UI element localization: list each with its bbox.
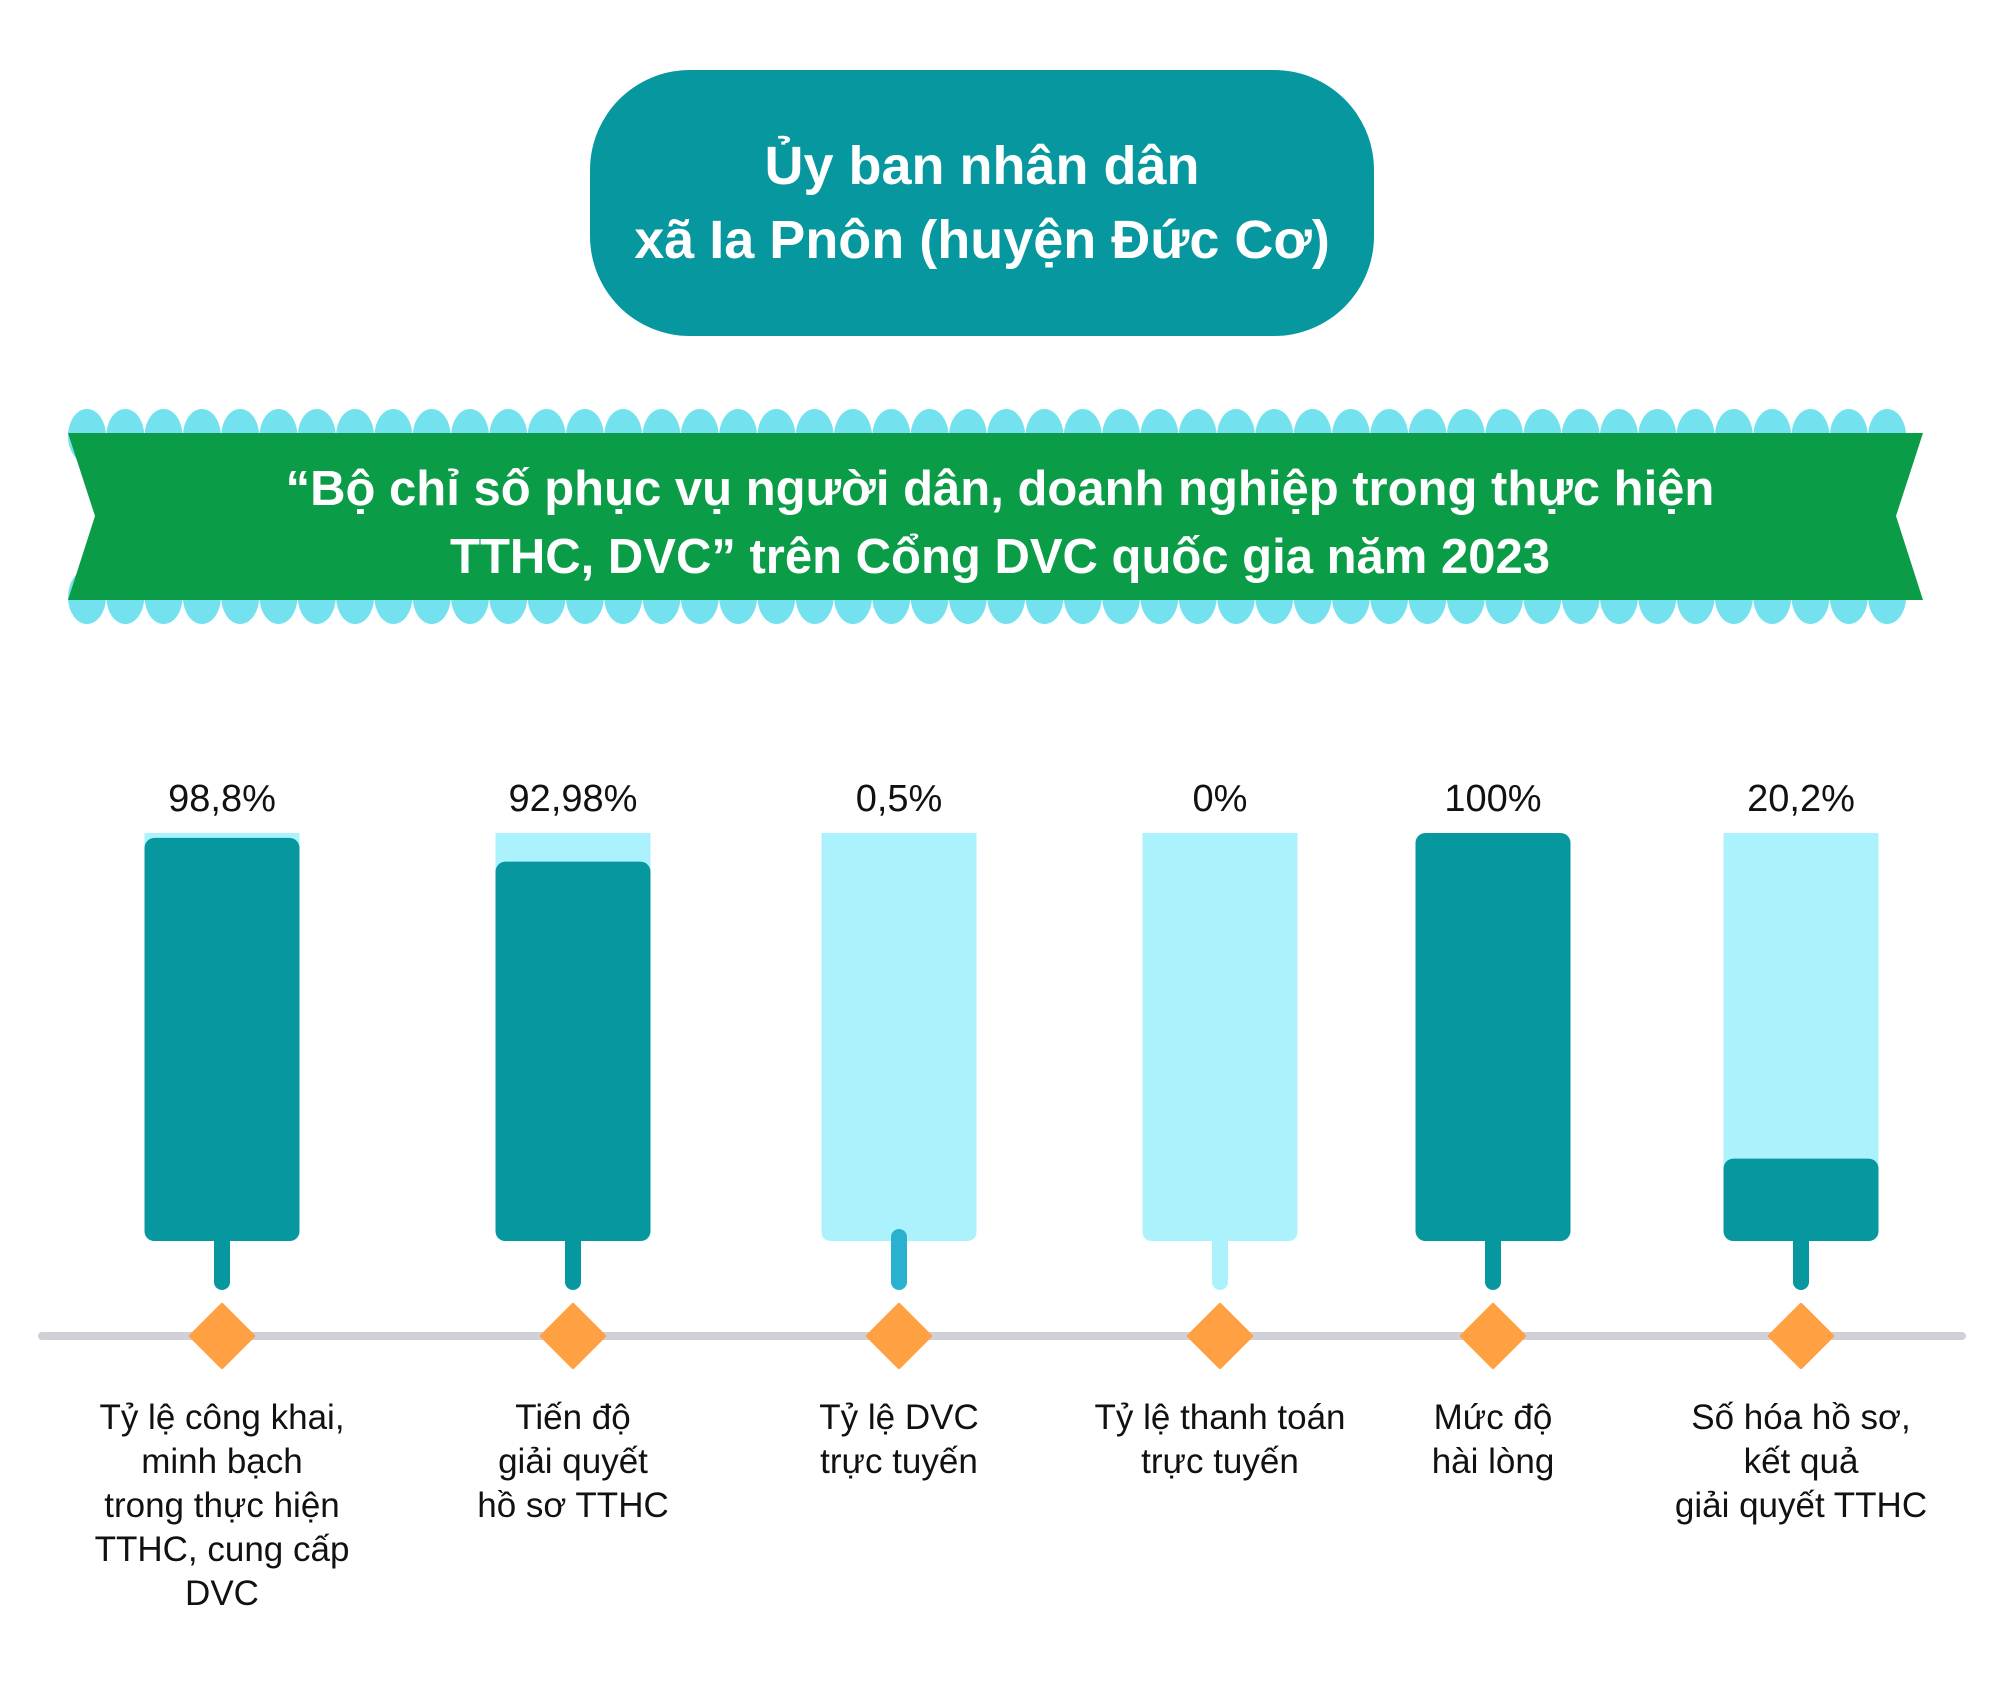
category-label: Số hóa hồ sơ, (1691, 1398, 1911, 1437)
title-line-1: Ủy ban nhân dân (764, 136, 1200, 196)
diamond-marker (540, 1303, 606, 1369)
diamond-marker (1460, 1303, 1526, 1369)
category-label: Tiến độ (515, 1398, 630, 1437)
bar-value (144, 837, 300, 1241)
value-label: 100% (1444, 778, 1541, 820)
value-label: 92,98% (509, 778, 638, 820)
bar-track (1142, 833, 1298, 1241)
bar-track (821, 833, 977, 1241)
diamond-marker (866, 1303, 932, 1369)
category-label: trực tuyến (820, 1442, 978, 1481)
value-label: 98,8% (168, 778, 276, 820)
category-label: Tỷ lệ công khai, (99, 1398, 344, 1437)
title-line-2: xã Ia Pnôn (huyện Đức Cơ) (634, 210, 1330, 270)
category-label: giải quyết TTHC (1675, 1486, 1927, 1525)
bar-value (1723, 1158, 1879, 1241)
bar-value (1415, 833, 1571, 1241)
value-label: 20,2% (1747, 778, 1855, 820)
category-label: Mức độ (1434, 1398, 1553, 1437)
category-label: hồ sơ TTHC (477, 1486, 669, 1525)
banner-title: “Bộ chỉ số phục vụ người dân, doanh nghi… (100, 455, 1900, 591)
category-label: Tỷ lệ thanh toán (1095, 1398, 1346, 1437)
diamond-marker (1187, 1303, 1253, 1369)
bar-track (1723, 833, 1879, 1241)
category-label: kết quả (1744, 1442, 1859, 1481)
category-label: DVC (185, 1574, 259, 1613)
diamond-marker (189, 1303, 255, 1369)
title-pill: Ủy ban nhân dân xã Ia Pnôn (huyện Đức Cơ… (590, 70, 1374, 336)
category-label: giải quyết (498, 1442, 648, 1481)
value-label: 0% (1193, 778, 1248, 820)
banner-ribbon (68, 433, 1923, 600)
category-label: hài lòng (1432, 1442, 1555, 1481)
banner-line-2: TTHC, DVC” trên Cổng DVC quốc gia năm 20… (450, 530, 1550, 584)
category-label: Tỷ lệ DVC (819, 1398, 978, 1437)
banner-line-1: “Bộ chỉ số phục vụ người dân, doanh nghi… (285, 462, 1715, 516)
category-label: minh bạch (141, 1442, 302, 1481)
bar-value (495, 861, 651, 1241)
category-label: trực tuyến (1141, 1442, 1299, 1481)
category-label: TTHC, cung cấp (95, 1530, 350, 1569)
category-label: trong thực hiện (104, 1486, 340, 1525)
value-label: 0,5% (856, 778, 943, 820)
diamond-marker (1768, 1303, 1834, 1369)
